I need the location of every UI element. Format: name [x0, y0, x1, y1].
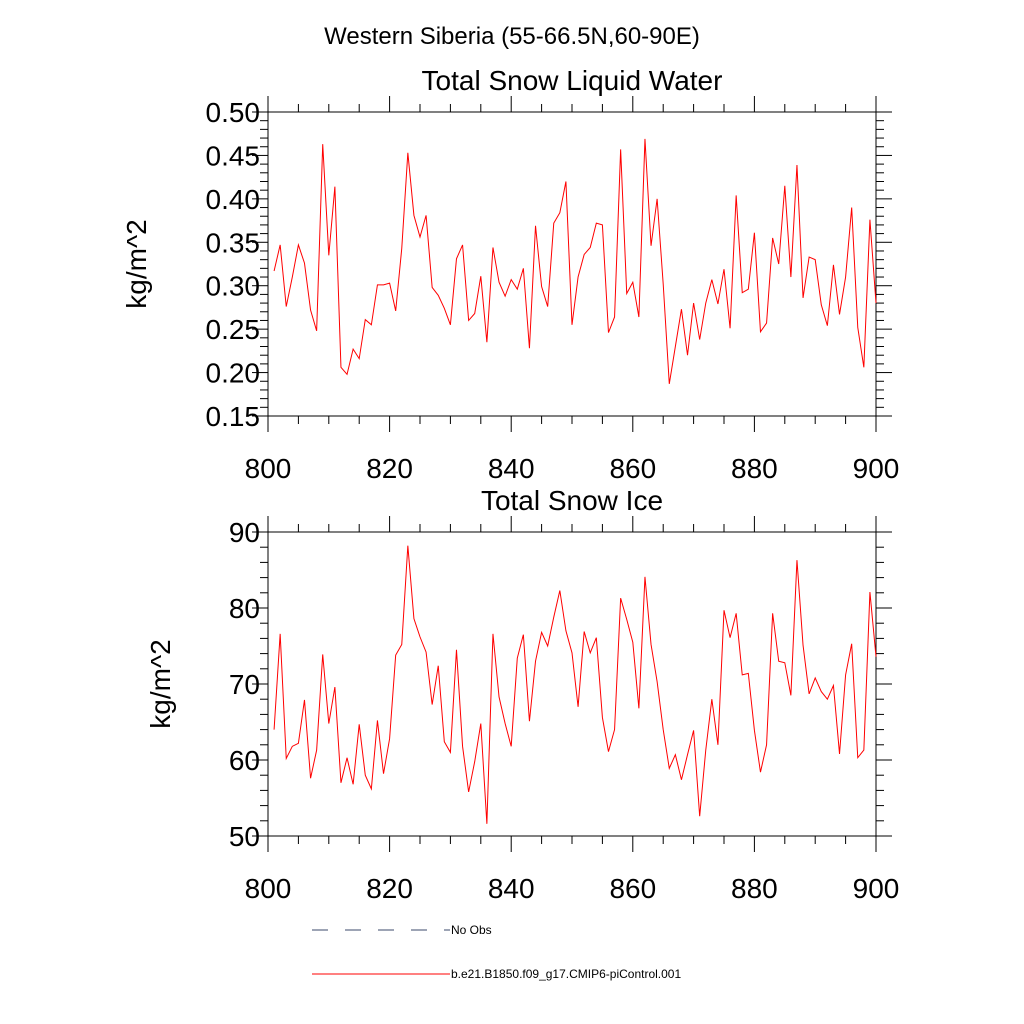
- series-line: [273, 138, 877, 384]
- plot-frame: [267, 111, 877, 417]
- legend-label-no-obs: No Obs: [451, 923, 492, 937]
- plot-frame: [267, 531, 877, 837]
- x-tick-label: 820: [366, 873, 413, 904]
- y-tick-label: 0.20: [206, 358, 261, 389]
- x-tick-label: 880: [731, 453, 778, 484]
- panel-2: Total Snow Ice 800 820 840 860 880 900 50 60 70 80…: [145, 485, 899, 904]
- y-tick-label: 0.45: [206, 140, 261, 171]
- x-tick-label: 820: [366, 453, 413, 484]
- legend: No Obs b.e21.B1850.f09_g17.CMIP6-piContr…: [312, 923, 681, 981]
- x-tick-label: 860: [609, 453, 656, 484]
- y-tick-label: 0.30: [206, 271, 261, 302]
- y-tick-label: 70: [229, 669, 260, 700]
- x-tick-label: 880: [731, 873, 778, 904]
- y-tick-label: 0.50: [206, 97, 261, 128]
- panel-title: Total Snow Ice: [481, 485, 663, 516]
- y-tick-label: 90: [229, 517, 260, 548]
- y-tick-label: 0.40: [206, 184, 261, 215]
- legend-label-model: b.e21.B1850.f09_g17.CMIP6-piControl.001: [451, 967, 681, 981]
- x-tick-label: 900: [853, 873, 900, 904]
- panel-title: Total Snow Liquid Water: [422, 65, 723, 96]
- x-tick-label: 840: [488, 453, 535, 484]
- y-tick-label: 50: [229, 821, 260, 852]
- x-tick-label: 800: [245, 873, 292, 904]
- x-tick-label: 900: [853, 453, 900, 484]
- x-tick-label: 840: [488, 873, 535, 904]
- y-axis-label: kg/m^2: [145, 639, 176, 728]
- chart-panels: Total Snow Liquid Water 800 820 840 860 880 90…: [121, 65, 899, 904]
- x-tick-label: 800: [245, 453, 292, 484]
- figure-suptitle: Western Siberia (55-66.5N,60-90E): [324, 23, 700, 50]
- y-tick-label: 0.35: [206, 227, 261, 258]
- y-tick-label: 80: [229, 593, 260, 624]
- series-line: [273, 545, 877, 824]
- y-tick-label: 0.25: [206, 314, 261, 345]
- panel-1: Total Snow Liquid Water 800 820 840 860 880 90…: [121, 65, 899, 484]
- x-tick-label: 860: [609, 873, 656, 904]
- y-tick-label: 60: [229, 745, 260, 776]
- y-tick-label: 0.15: [206, 401, 261, 432]
- y-axis-label: kg/m^2: [121, 219, 152, 308]
